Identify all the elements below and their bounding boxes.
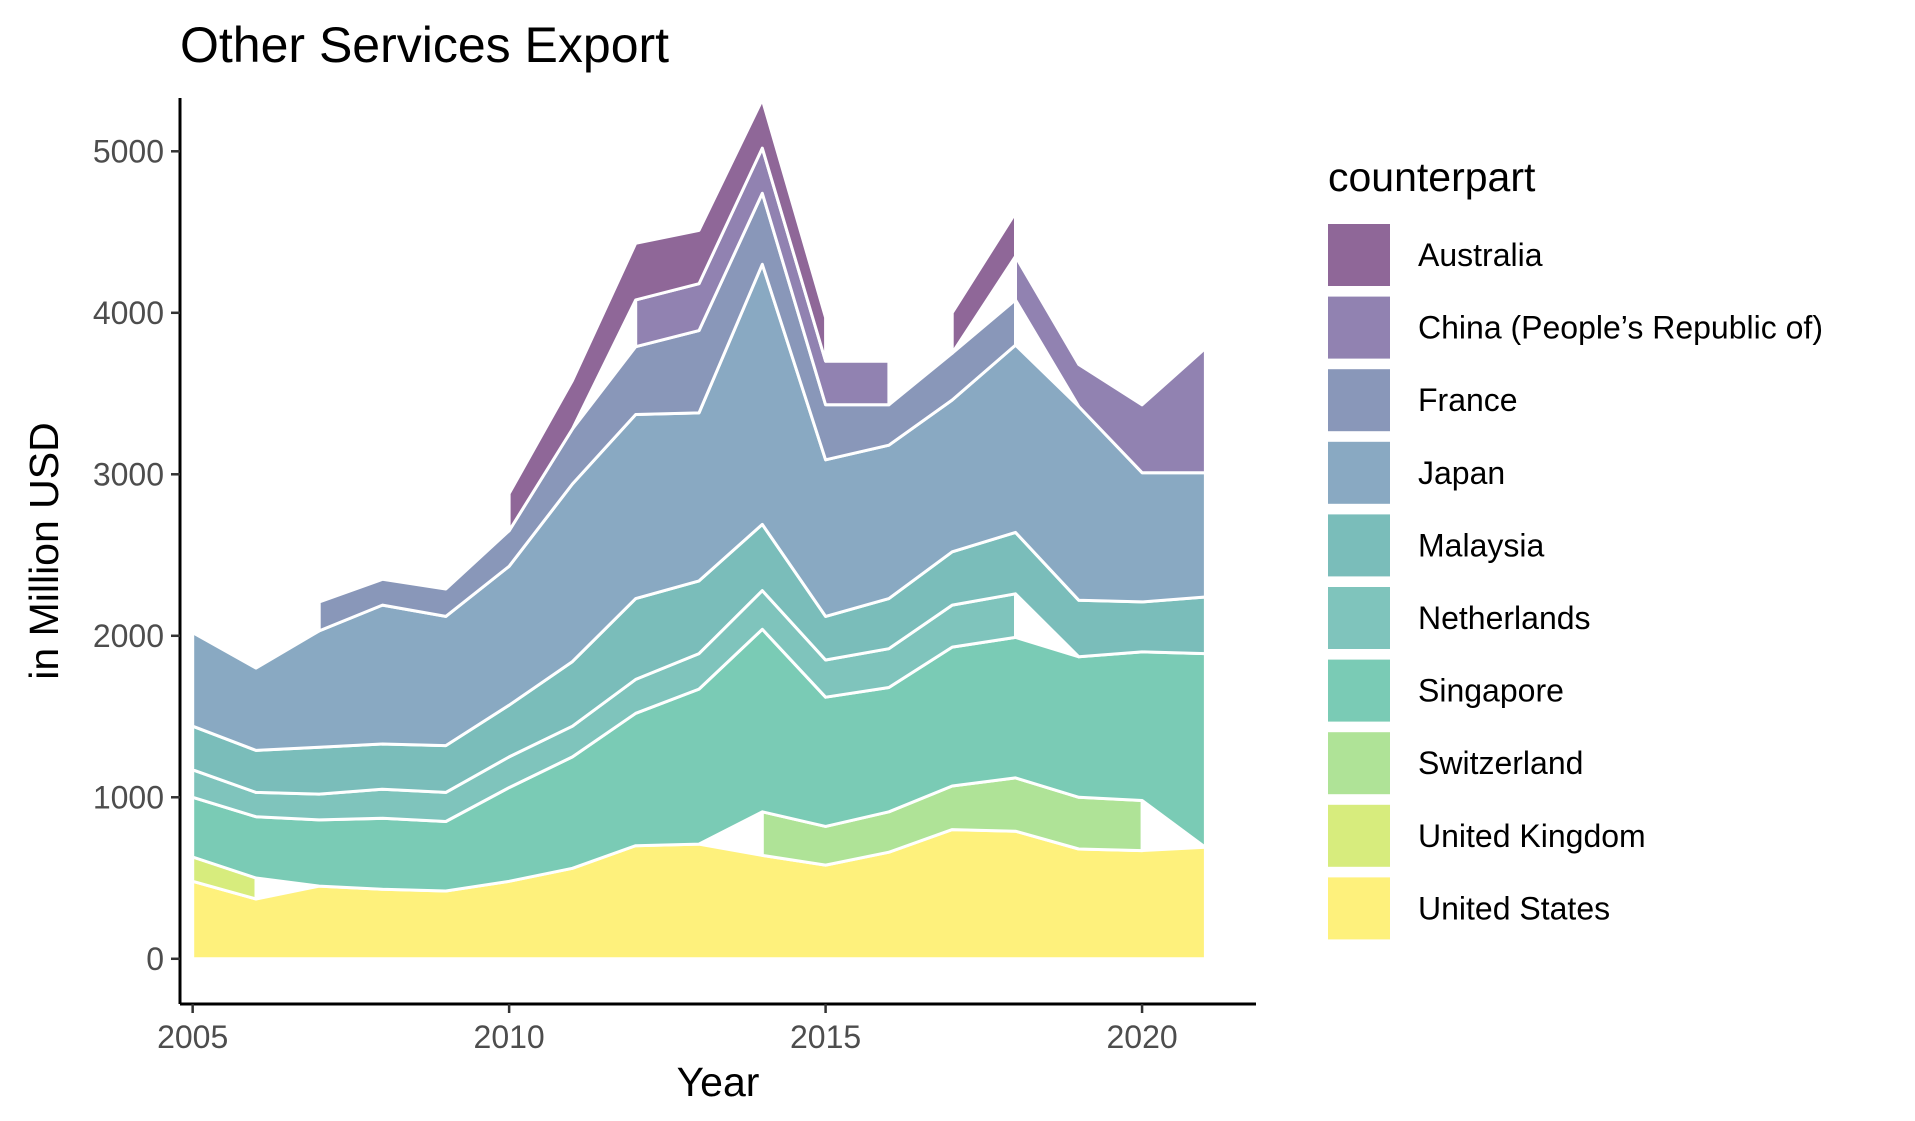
x-tick-label: 2010 bbox=[474, 1019, 545, 1055]
y-tick-label: 3000 bbox=[93, 456, 164, 492]
y-axis-title: in Million USD bbox=[21, 422, 67, 679]
legend-label-japan: Japan bbox=[1418, 455, 1505, 491]
chart-title: Other Services Export bbox=[180, 17, 669, 73]
plot-areas bbox=[191, 98, 1207, 961]
legend-label-france: France bbox=[1418, 382, 1518, 418]
area-australia bbox=[507, 98, 828, 533]
legend-swatch-united-states bbox=[1328, 877, 1390, 940]
legend: Australia China (People’s Republic of) Fra… bbox=[1328, 224, 1823, 940]
legend-label-united-kingdom: United Kingdom bbox=[1418, 818, 1646, 854]
legend-label-china-people-s-republic-of: China (People’s Republic of) bbox=[1418, 310, 1823, 346]
legend-label-united-states: United States bbox=[1418, 890, 1610, 926]
y-tick-label: 2000 bbox=[93, 618, 164, 654]
legend-swatch-france bbox=[1328, 369, 1390, 432]
y-tick-label: 0 bbox=[146, 941, 164, 977]
legend-swatch-china-people-s-republic-of bbox=[1328, 296, 1390, 359]
y-tick-label: 5000 bbox=[93, 133, 164, 169]
y-tick-label: 4000 bbox=[93, 295, 164, 331]
x-tick-label: 2005 bbox=[157, 1019, 228, 1055]
x-axis-title: Year bbox=[677, 1059, 760, 1105]
area-china-people-s-republic-of bbox=[1014, 254, 1207, 475]
legend-swatch-japan bbox=[1328, 441, 1390, 504]
x-tick-label: 2015 bbox=[790, 1019, 861, 1055]
legend-label-malaysia: Malaysia bbox=[1418, 527, 1544, 563]
legend-label-switzerland: Switzerland bbox=[1418, 745, 1583, 781]
legend-swatch-united-kingdom bbox=[1328, 804, 1390, 867]
legend-swatch-netherlands bbox=[1328, 587, 1390, 649]
legend-swatch-australia bbox=[1328, 224, 1390, 286]
legend-swatch-malaysia bbox=[1328, 514, 1390, 577]
legend-label-netherlands: Netherlands bbox=[1418, 600, 1591, 636]
legend-swatch-switzerland bbox=[1328, 732, 1390, 795]
y-tick-label: 1000 bbox=[93, 779, 164, 815]
area-australia bbox=[950, 211, 1017, 355]
y-axis-ticks: 0 1000 2000 3000 4000 5000 bbox=[93, 133, 180, 977]
x-axis-ticks: 2005 2010 2015 2020 bbox=[157, 1004, 1178, 1055]
legend-title: counterpart bbox=[1328, 154, 1536, 200]
legend-label-singapore: Singapore bbox=[1418, 673, 1564, 709]
x-tick-label: 2020 bbox=[1106, 1019, 1177, 1055]
legend-label-australia: Australia bbox=[1418, 237, 1543, 273]
legend-swatch-singapore bbox=[1328, 659, 1390, 722]
